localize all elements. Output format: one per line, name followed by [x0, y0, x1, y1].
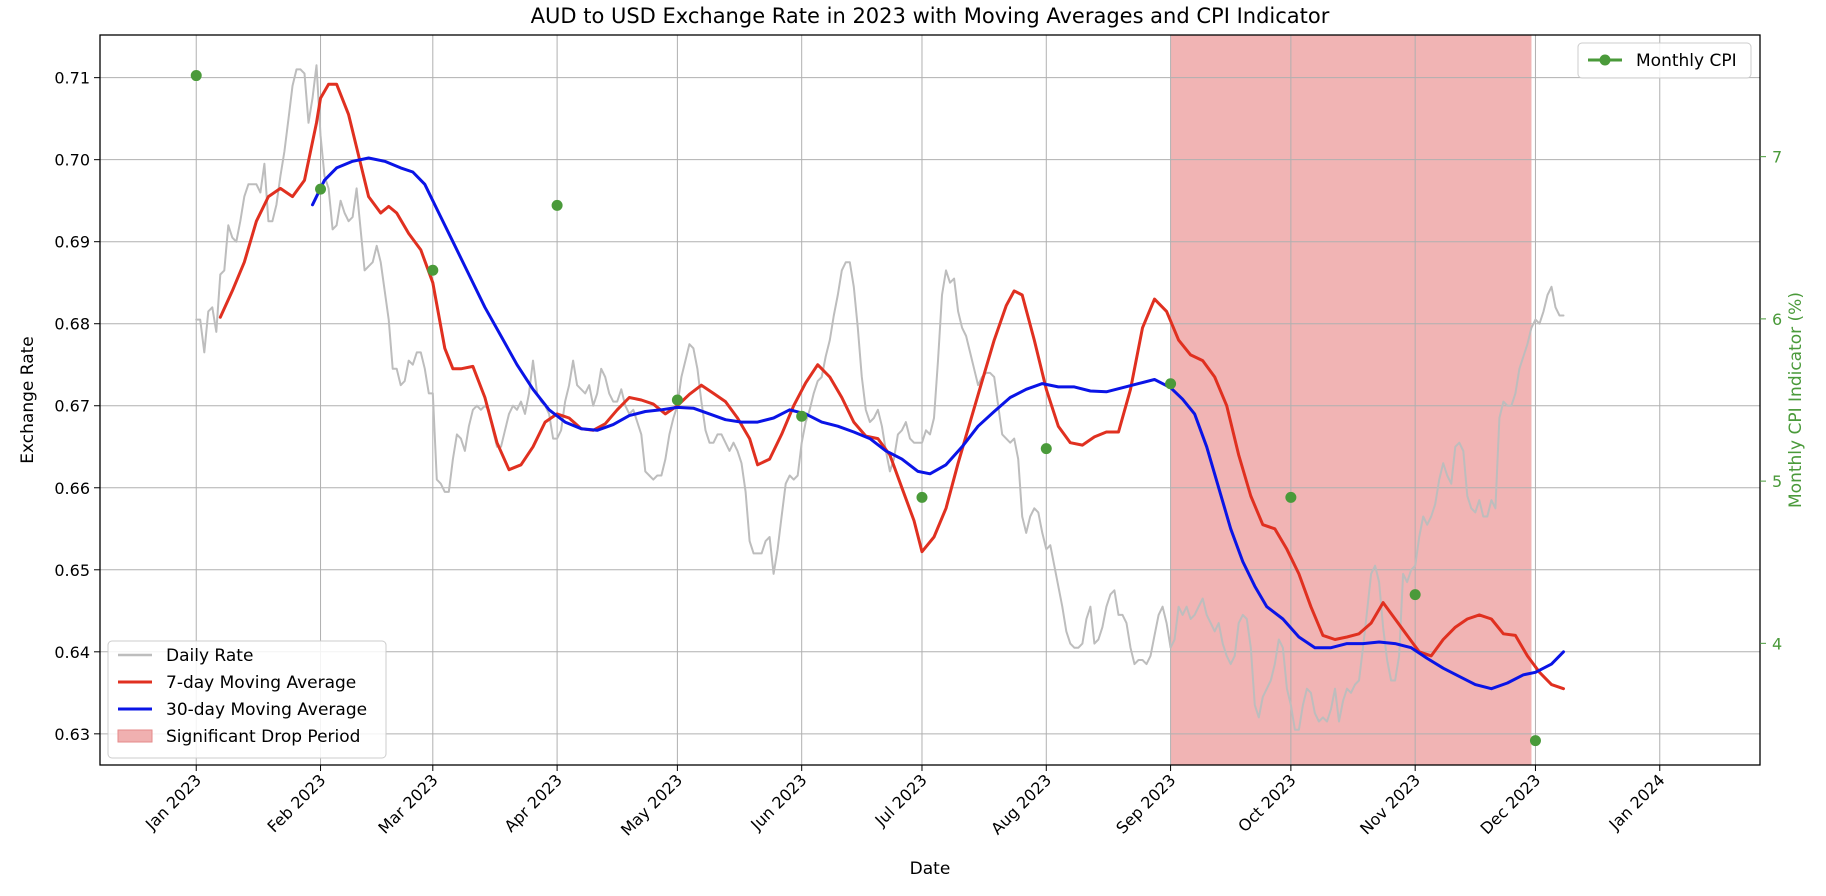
- cpi-point-2023-04-01: [551, 199, 563, 211]
- y-tick-label-0-65: 0.65: [54, 561, 90, 580]
- legend-label-monthly-cpi: Monthly CPI: [1636, 51, 1737, 71]
- legend-label-daily-rate: Daily Rate: [166, 646, 253, 666]
- y-tick-label-0-66: 0.66: [54, 479, 90, 498]
- cpi-point-2023-06-01: [796, 410, 808, 422]
- y-tick-label-0-71: 0.71: [54, 69, 90, 88]
- y2-tick-label-6: 6: [1772, 310, 1782, 329]
- y-axis: 0.63 0.64 0.65 0.66 0.67 0.68 0.69 0.70 0.71: [54, 69, 100, 744]
- cpi-point-2023-08-01: [1040, 443, 1052, 455]
- cpi-point-2023-01-01: [190, 70, 202, 82]
- y-tick-label-0-68: 0.68: [54, 315, 90, 334]
- y-tick-label-0-67: 0.67: [54, 397, 90, 416]
- y-tick-label-0-64: 0.64: [54, 643, 90, 662]
- legend-main-box: [107, 640, 387, 759]
- cpi-point-2023-12-01: [1529, 735, 1541, 747]
- y2-tick-label-7: 7: [1772, 148, 1782, 167]
- x-axis-label: Date: [910, 859, 951, 879]
- cpi-point-2023-02-01: [315, 183, 327, 195]
- legend-cpi: Monthly CPI: [1577, 42, 1752, 79]
- cpi-point-2023-07-01: [916, 491, 928, 503]
- legend-label-drop-period: Significant Drop Period: [166, 727, 360, 747]
- y2-axis: 4 5 6 7: [1760, 148, 1782, 653]
- cpi-point-2023-10-01: [1285, 491, 1297, 503]
- y-tick-label-0-63: 0.63: [54, 725, 90, 744]
- y-tick-label-0-70: 0.70: [54, 151, 90, 170]
- cpi-point-2023-11-01: [1409, 589, 1421, 601]
- legend-main: Daily Rate 7-day Moving Average 30-day M…: [107, 640, 387, 759]
- y2-axis-label: Monthly CPI Indicator (%): [1786, 292, 1806, 508]
- legend-swatch-drop-period: [117, 729, 153, 743]
- y2-tick-label-5: 5: [1772, 472, 1782, 491]
- plot-frame: [99, 34, 1761, 766]
- legend-label-7-day-ma: 7-day Moving Average: [166, 673, 356, 693]
- series-layer: [190, 64, 1565, 747]
- chart-title: AUD to USD Exchange Rate in 2023 with Mo…: [531, 4, 1330, 28]
- series-7-day-moving-average: [218, 82, 1565, 691]
- cpi-point-2023-03-01: [427, 264, 439, 276]
- grid-layer: [100, 35, 1760, 765]
- y2-tick-label-4: 4: [1772, 634, 1782, 653]
- series-monthly-cpi: [190, 70, 1541, 747]
- series-30-day-moving-average: [311, 156, 1565, 691]
- series-daily-rate: [195, 64, 1565, 731]
- y-tick-label-0-69: 0.69: [54, 233, 90, 252]
- cpi-point-2023-09-01: [1165, 378, 1177, 390]
- legend-marker-monthly-cpi: [1599, 54, 1611, 66]
- legend-label-30-day-ma: 30-day Moving Average: [166, 700, 367, 720]
- legend-cpi-box: [1577, 42, 1752, 79]
- y-axis-label: Exchange Rate: [18, 336, 38, 463]
- cpi-point-2023-05-01: [671, 394, 683, 406]
